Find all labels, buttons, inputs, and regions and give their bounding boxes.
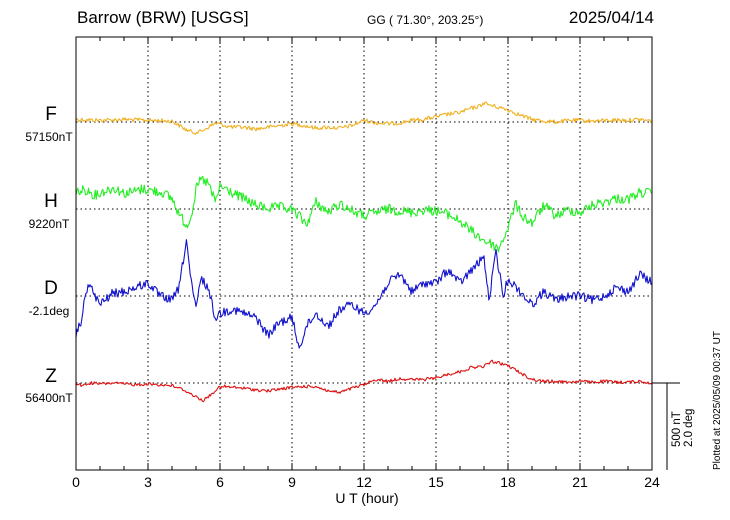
series-line-h [75,175,653,253]
scale-bar [652,382,680,470]
channel-d-label: D [44,278,58,299]
x-tick-label: 12 [356,474,372,490]
channel-f-baseline: 57150nT [25,130,73,144]
scale-deg-label: 2.0 deg [683,408,695,447]
channel-h-label: H [44,191,58,212]
geographic-coordinates: GG ( 71.30°, 203.25°) [367,13,484,27]
plotted-timestamp: Plotted at 2025/05/09 00:37 UT [712,331,723,470]
x-tick-label: 18 [500,474,516,490]
grid-lines [76,37,652,470]
x-tick-label: 3 [144,474,152,490]
series-line-d [75,239,653,349]
plot-date: 2025/04/14 [568,8,654,27]
x-tick-labels: 0 3 6 9 12 15 18 21 24 [72,474,660,490]
station-title: Barrow (BRW) [USGS] [77,8,249,27]
channel-d-baseline: -2.1deg [28,304,70,318]
x-tick-label: 0 [72,474,80,490]
channel-z-label: Z [45,366,57,387]
x-axis-label: U T (hour) [335,490,399,506]
channel-h-baseline: 9220nT [28,217,70,231]
x-tick-label: 6 [216,474,224,490]
x-tick-label: 15 [428,474,444,490]
series-lines [75,101,653,403]
x-tick-label: 24 [644,474,660,490]
scale-nt-label: 500 nT [671,411,683,447]
x-tick-label: 9 [288,474,296,490]
x-tick-label: 21 [572,474,588,490]
plot-frame [75,36,653,471]
series-line-z [75,359,653,403]
series-line-f [75,101,653,135]
channel-z-baseline: 56400nT [25,391,73,405]
channel-f-label: F [45,104,57,125]
